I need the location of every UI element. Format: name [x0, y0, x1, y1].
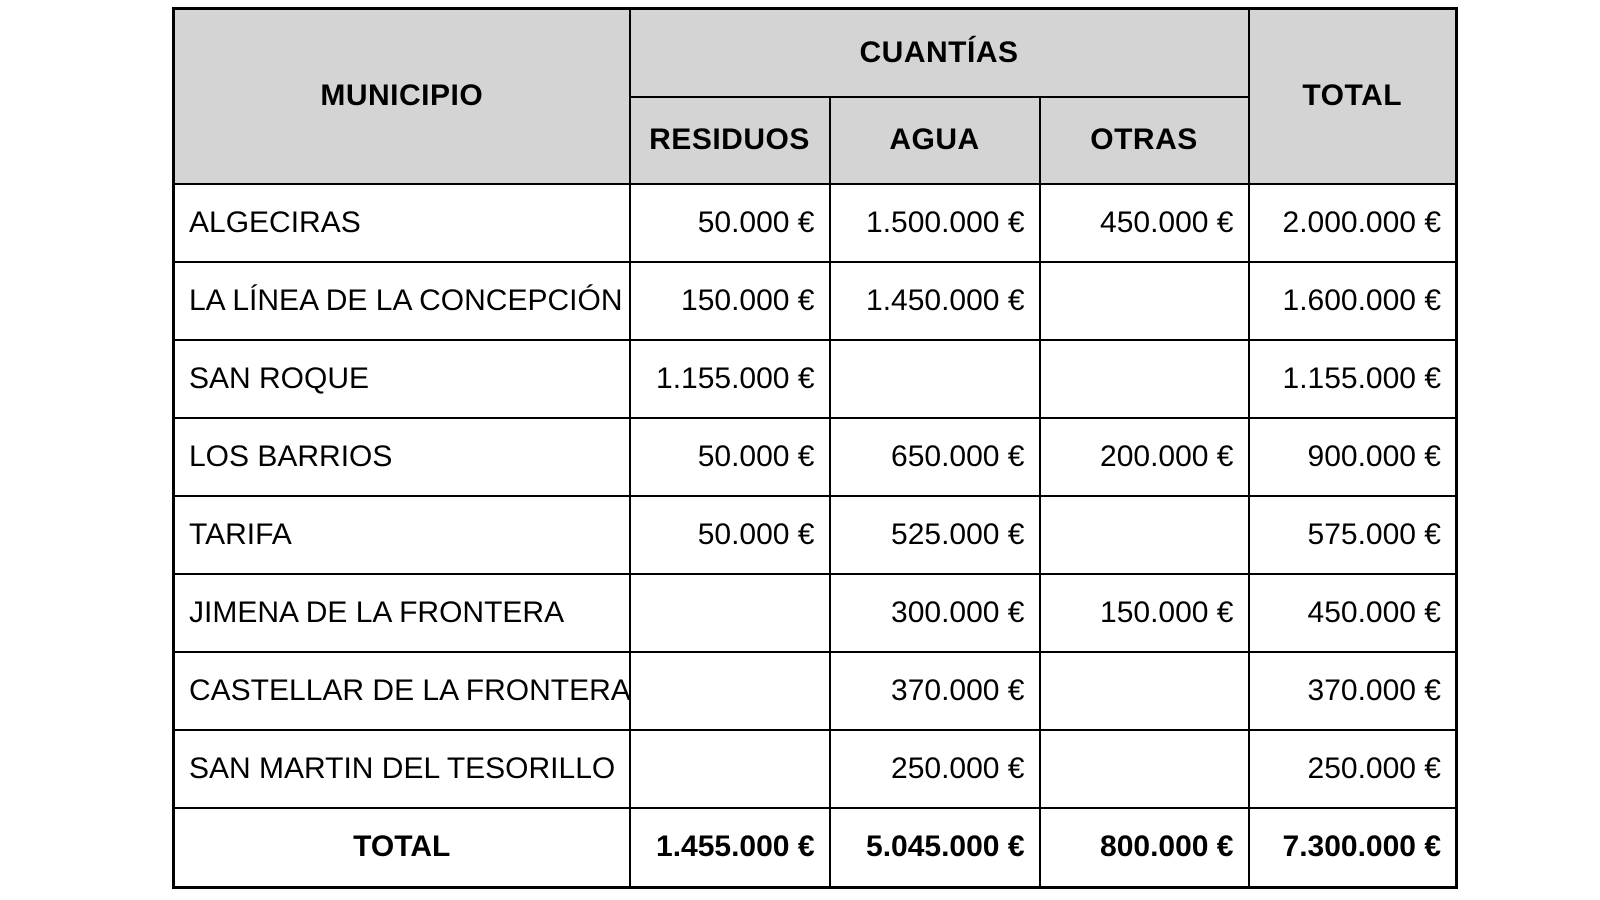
otras-cell: 200.000 € [1038, 416, 1250, 497]
header-row-sub: RESIDUOS AGUA OTRAS [174, 95, 1457, 185]
otras-cell [1038, 650, 1250, 731]
municipio-cell: ALGECIRAS [172, 182, 631, 263]
table-row-los-barrios: LOS BARRIOS 50.000 € 650.000 € 200.000 €… [172, 416, 1458, 497]
total-cell: 370.000 € [1247, 650, 1458, 731]
residuos-cell: 50.000 € [628, 416, 831, 497]
table-row-san-martin: SAN MARTIN DEL TESORILLO 250.000 € 250.0… [172, 728, 1458, 809]
total-agua-cell: 5.045.000 € [828, 806, 1041, 889]
residuos-cell: 1.155.000 € [628, 338, 831, 419]
table-row-la-linea: LA LÍNEA DE LA CONCEPCIÓN 150.000 € 1.45… [172, 260, 1458, 341]
header-otras: OTRAS [1038, 95, 1250, 185]
municipio-cell: LA LÍNEA DE LA CONCEPCIÓN [172, 260, 631, 341]
total-residuos-cell: 1.455.000 € [628, 806, 831, 889]
otras-cell [1038, 494, 1250, 575]
municipio-cell: JIMENA DE LA FRONTERA [172, 572, 631, 653]
total-cell: 1.600.000 € [1247, 260, 1458, 341]
header-agua: AGUA [828, 95, 1041, 185]
table-row-jimena: JIMENA DE LA FRONTERA 300.000 € 150.000 … [172, 572, 1458, 653]
total-total-cell: 7.300.000 € [1247, 806, 1458, 889]
residuos-cell [628, 572, 831, 653]
residuos-cell: 50.000 € [628, 494, 831, 575]
table-row-tarifa: TARIFA 50.000 € 525.000 € 575.000 € [172, 494, 1458, 575]
otras-cell [1038, 338, 1250, 419]
residuos-cell [628, 650, 831, 731]
table-row-castellar: CASTELLAR DE LA FRONTERA 370.000 € 370.0… [172, 650, 1458, 731]
agua-cell: 250.000 € [828, 728, 1041, 809]
total-cell: 2.000.000 € [1247, 182, 1458, 263]
header-total: TOTAL [1247, 7, 1458, 185]
municipio-cell: LOS BARRIOS [172, 416, 631, 497]
municipio-cell: TARIFA [172, 494, 631, 575]
otras-cell: 150.000 € [1038, 572, 1250, 653]
municipal-amounts-table-container: MUNICIPIO CUANTÍAS TOTAL RESIDUOS AGUA O… [172, 7, 1458, 889]
total-cell: 1.155.000 € [1247, 338, 1458, 419]
table-row-san-roque: SAN ROQUE 1.155.000 € 1.155.000 € [172, 338, 1458, 419]
total-cell: 575.000 € [1247, 494, 1458, 575]
residuos-cell: 150.000 € [628, 260, 831, 341]
header-municipio: MUNICIPIO [172, 7, 631, 185]
agua-cell: 1.500.000 € [828, 182, 1041, 263]
header-cuantias: CUANTÍAS [628, 7, 1250, 98]
agua-cell: 300.000 € [828, 572, 1041, 653]
total-otras-cell: 800.000 € [1038, 806, 1250, 889]
residuos-cell [628, 728, 831, 809]
municipio-cell: SAN MARTIN DEL TESORILLO [172, 728, 631, 809]
table-row-algeciras: ALGECIRAS 50.000 € 1.500.000 € 450.000 €… [172, 182, 1458, 263]
total-cell: 900.000 € [1247, 416, 1458, 497]
otras-cell [1038, 260, 1250, 341]
otras-cell [1038, 728, 1250, 809]
header-residuos: RESIDUOS [628, 95, 831, 185]
municipio-cell: CASTELLAR DE LA FRONTERA [172, 650, 631, 731]
agua-cell: 1.450.000 € [828, 260, 1041, 341]
residuos-cell: 50.000 € [628, 182, 831, 263]
total-cell: 450.000 € [1247, 572, 1458, 653]
agua-cell: 525.000 € [828, 494, 1041, 575]
agua-cell: 370.000 € [828, 650, 1041, 731]
municipal-amounts-table: MUNICIPIO CUANTÍAS TOTAL RESIDUOS AGUA O… [172, 7, 1458, 889]
municipio-cell: SAN ROQUE [172, 338, 631, 419]
header-row-group: MUNICIPIO CUANTÍAS TOTAL [172, 7, 1458, 185]
agua-cell: 650.000 € [828, 416, 1041, 497]
otras-cell: 450.000 € [1038, 182, 1250, 263]
agua-cell [828, 338, 1041, 419]
total-row-label: TOTAL [172, 806, 631, 889]
total-cell: 250.000 € [1247, 728, 1458, 809]
table-row-total: TOTAL 1.455.000 € 5.045.000 € 800.000 € … [172, 806, 1458, 889]
